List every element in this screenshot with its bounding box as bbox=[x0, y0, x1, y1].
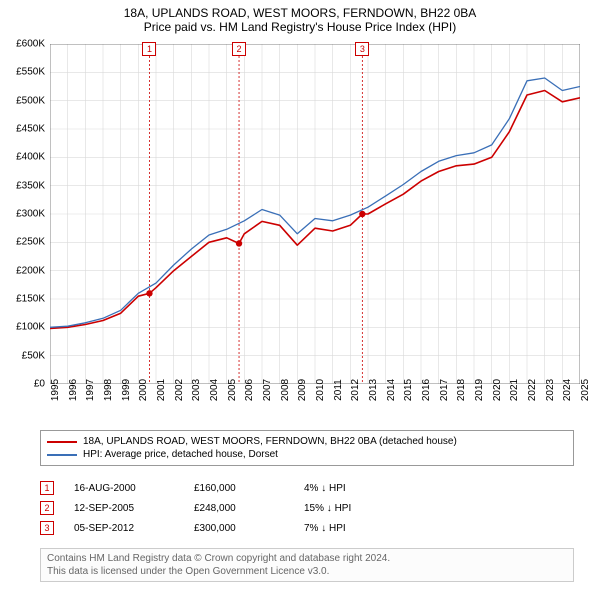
chart-legend: 18A, UPLANDS ROAD, WEST MOORS, FERNDOWN,… bbox=[40, 430, 574, 466]
xaxis-tick-label: 1999 bbox=[121, 379, 132, 401]
xaxis-tick-label: 2022 bbox=[527, 379, 538, 401]
yaxis-tick-label: £300K bbox=[0, 209, 45, 220]
legend-label-property: 18A, UPLANDS ROAD, WEST MOORS, FERNDOWN,… bbox=[83, 436, 457, 447]
xaxis-tick-label: 2007 bbox=[262, 379, 273, 401]
yaxis-tick-label: £0 bbox=[0, 379, 45, 390]
sale-row: 1 16-AUG-2000 £160,000 4% ↓ HPI bbox=[40, 478, 560, 498]
sale-price: £300,000 bbox=[194, 523, 284, 534]
sale-hpi-diff: 4% ↓ HPI bbox=[304, 483, 394, 494]
yaxis-tick-label: £200K bbox=[0, 265, 45, 276]
sale-hpi-diff: 15% ↓ HPI bbox=[304, 503, 394, 514]
xaxis-tick-label: 2015 bbox=[403, 379, 414, 401]
xaxis-tick-label: 2009 bbox=[297, 379, 308, 401]
yaxis-tick-label: £450K bbox=[0, 124, 45, 135]
footer-licence: This data is licensed under the Open Gov… bbox=[47, 565, 567, 578]
xaxis-tick-label: 2006 bbox=[244, 379, 255, 401]
xaxis-tick-label: 2005 bbox=[227, 379, 238, 401]
xaxis-tick-label: 2002 bbox=[174, 379, 185, 401]
chart-sale-marker-icon: 1 bbox=[142, 42, 156, 56]
chart-title-block: 18A, UPLANDS ROAD, WEST MOORS, FERNDOWN,… bbox=[0, 0, 600, 36]
yaxis-tick-label: £250K bbox=[0, 237, 45, 248]
xaxis-tick-label: 2003 bbox=[191, 379, 202, 401]
sale-date: 05-SEP-2012 bbox=[74, 523, 174, 534]
xaxis-tick-label: 2004 bbox=[209, 379, 220, 401]
sale-date: 12-SEP-2005 bbox=[74, 503, 174, 514]
xaxis-tick-label: 2011 bbox=[333, 379, 344, 401]
xaxis-tick-label: 2024 bbox=[562, 379, 573, 401]
xaxis-tick-label: 2013 bbox=[368, 379, 379, 401]
footer-copyright: Contains HM Land Registry data © Crown c… bbox=[47, 552, 567, 565]
sale-marker-icon: 1 bbox=[40, 481, 54, 495]
sale-marker-icon: 2 bbox=[40, 501, 54, 515]
xaxis-tick-label: 1996 bbox=[68, 379, 79, 401]
xaxis-tick-label: 1998 bbox=[103, 379, 114, 401]
sale-row: 3 05-SEP-2012 £300,000 7% ↓ HPI bbox=[40, 518, 560, 538]
legend-swatch-hpi bbox=[47, 454, 77, 456]
xaxis-tick-label: 2023 bbox=[545, 379, 556, 401]
yaxis-tick-label: £50K bbox=[0, 350, 45, 361]
xaxis-tick-label: 2001 bbox=[156, 379, 167, 401]
yaxis-tick-label: £350K bbox=[0, 180, 45, 191]
xaxis-tick-label: 2019 bbox=[474, 379, 485, 401]
yaxis-tick-label: £100K bbox=[0, 322, 45, 333]
xaxis-tick-label: 2021 bbox=[509, 379, 520, 401]
xaxis-tick-label: 2010 bbox=[315, 379, 326, 401]
yaxis-tick-label: £400K bbox=[0, 152, 45, 163]
yaxis-tick-label: £550K bbox=[0, 67, 45, 78]
legend-item-hpi: HPI: Average price, detached house, Dors… bbox=[47, 448, 567, 461]
chart-title-subtitle: Price paid vs. HM Land Registry's House … bbox=[10, 20, 590, 34]
xaxis-tick-label: 2000 bbox=[138, 379, 149, 401]
xaxis-tick-label: 2020 bbox=[492, 379, 503, 401]
xaxis-tick-label: 2016 bbox=[421, 379, 432, 401]
chart-footer: Contains HM Land Registry data © Crown c… bbox=[40, 548, 574, 582]
chart-title-address: 18A, UPLANDS ROAD, WEST MOORS, FERNDOWN,… bbox=[10, 6, 590, 20]
chart-sale-marker-icon: 3 bbox=[355, 42, 369, 56]
sale-price: £248,000 bbox=[194, 503, 284, 514]
legend-item-property: 18A, UPLANDS ROAD, WEST MOORS, FERNDOWN,… bbox=[47, 435, 567, 448]
sale-price: £160,000 bbox=[194, 483, 284, 494]
sale-date: 16-AUG-2000 bbox=[74, 483, 174, 494]
xaxis-tick-label: 2018 bbox=[456, 379, 467, 401]
yaxis-tick-label: £500K bbox=[0, 95, 45, 106]
sale-hpi-diff: 7% ↓ HPI bbox=[304, 523, 394, 534]
xaxis-tick-label: 1995 bbox=[50, 379, 61, 401]
xaxis-tick-label: 2017 bbox=[439, 379, 450, 401]
sales-table: 1 16-AUG-2000 £160,000 4% ↓ HPI 2 12-SEP… bbox=[40, 478, 560, 538]
xaxis-tick-label: 2025 bbox=[580, 379, 591, 401]
chart-sale-marker-icon: 2 bbox=[232, 42, 246, 56]
xaxis-tick-label: 1997 bbox=[85, 379, 96, 401]
yaxis-tick-label: £150K bbox=[0, 294, 45, 305]
xaxis-tick-label: 2014 bbox=[386, 379, 397, 401]
sale-marker-icon: 3 bbox=[40, 521, 54, 535]
chart-plot-area: £0£50K£100K£150K£200K£250K£300K£350K£400… bbox=[50, 44, 580, 384]
xaxis-tick-label: 2008 bbox=[280, 379, 291, 401]
legend-label-hpi: HPI: Average price, detached house, Dors… bbox=[83, 449, 278, 460]
sale-row: 2 12-SEP-2005 £248,000 15% ↓ HPI bbox=[40, 498, 560, 518]
legend-swatch-property bbox=[47, 441, 77, 443]
price-chart-container: 18A, UPLANDS ROAD, WEST MOORS, FERNDOWN,… bbox=[0, 0, 600, 590]
chart-svg bbox=[50, 44, 580, 384]
xaxis-tick-label: 2012 bbox=[350, 379, 361, 401]
yaxis-tick-label: £600K bbox=[0, 39, 45, 50]
